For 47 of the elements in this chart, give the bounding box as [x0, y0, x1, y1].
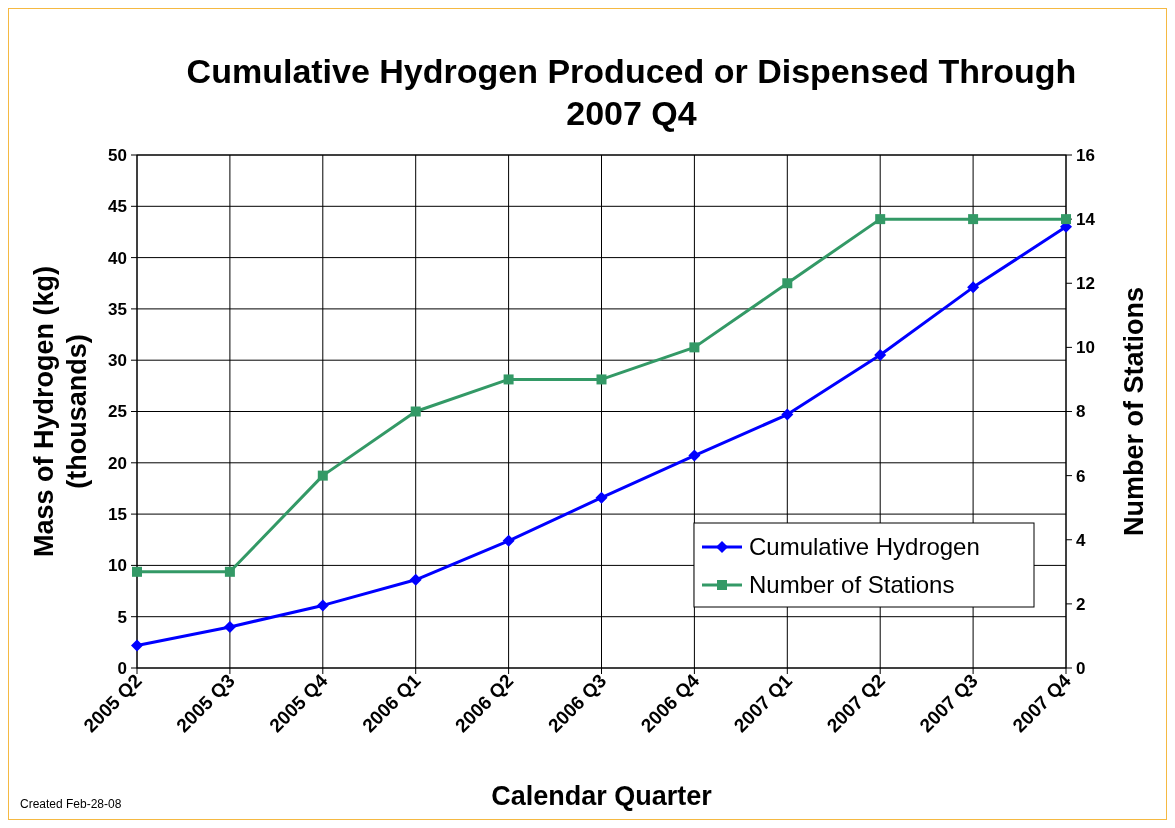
point [689, 342, 700, 353]
y-tick-label: 15 [108, 505, 127, 525]
y2-tick-label: 14 [1076, 210, 1096, 230]
y2-tick-label: 2 [1076, 594, 1086, 614]
point [1061, 214, 1071, 225]
point [782, 278, 793, 289]
y-tick-label: 45 [108, 197, 127, 217]
point [688, 449, 701, 462]
point [595, 491, 608, 504]
y2-tick-label: 12 [1076, 274, 1095, 294]
legend-label: Cumulative Hydrogen [749, 533, 980, 561]
y-tick-label: 35 [108, 299, 127, 319]
y-tick-label: 30 [108, 351, 127, 371]
text: Created Feb-28-08 [20, 797, 122, 811]
point [410, 406, 421, 417]
y2-tick-label: 10 [1076, 338, 1095, 358]
y2-tick-label: 6 [1076, 466, 1086, 486]
point [968, 214, 979, 225]
y-tick-label: 0 [117, 658, 127, 678]
y-tick-label: 5 [117, 607, 127, 627]
y-tick-label: 10 [108, 556, 127, 576]
y2-tick-label: 8 [1076, 402, 1086, 422]
point [131, 639, 143, 652]
point [409, 573, 422, 586]
point [317, 470, 328, 481]
point [967, 281, 980, 294]
legend-label: Number of Stations [749, 571, 955, 599]
point [503, 374, 514, 385]
y-tick-label: 25 [108, 402, 127, 422]
y2-axis-title: Number of Stations [1119, 286, 1149, 537]
y-tick-label: 20 [108, 453, 127, 473]
point [224, 566, 235, 577]
point [875, 214, 886, 225]
y-tick-label: 40 [108, 248, 127, 268]
x-axis-title: Calendar Quarter [491, 781, 713, 811]
point [316, 599, 329, 612]
y-axis-title: Mass of Hydrogen (kg) (thousands) [29, 265, 92, 558]
point [596, 374, 607, 385]
point [223, 620, 236, 633]
y2-tick-label: 16 [1076, 145, 1095, 165]
y2-tick-label: 4 [1076, 530, 1086, 550]
point [874, 349, 887, 362]
y-tick-label: 50 [108, 145, 127, 165]
y2-tick-label: 0 [1076, 658, 1086, 678]
chart-title: Cumulative Hydrogen Produced or Dispensed Through 2007 Q4 [186, 52, 1077, 132]
point [502, 534, 515, 547]
point [781, 408, 794, 421]
